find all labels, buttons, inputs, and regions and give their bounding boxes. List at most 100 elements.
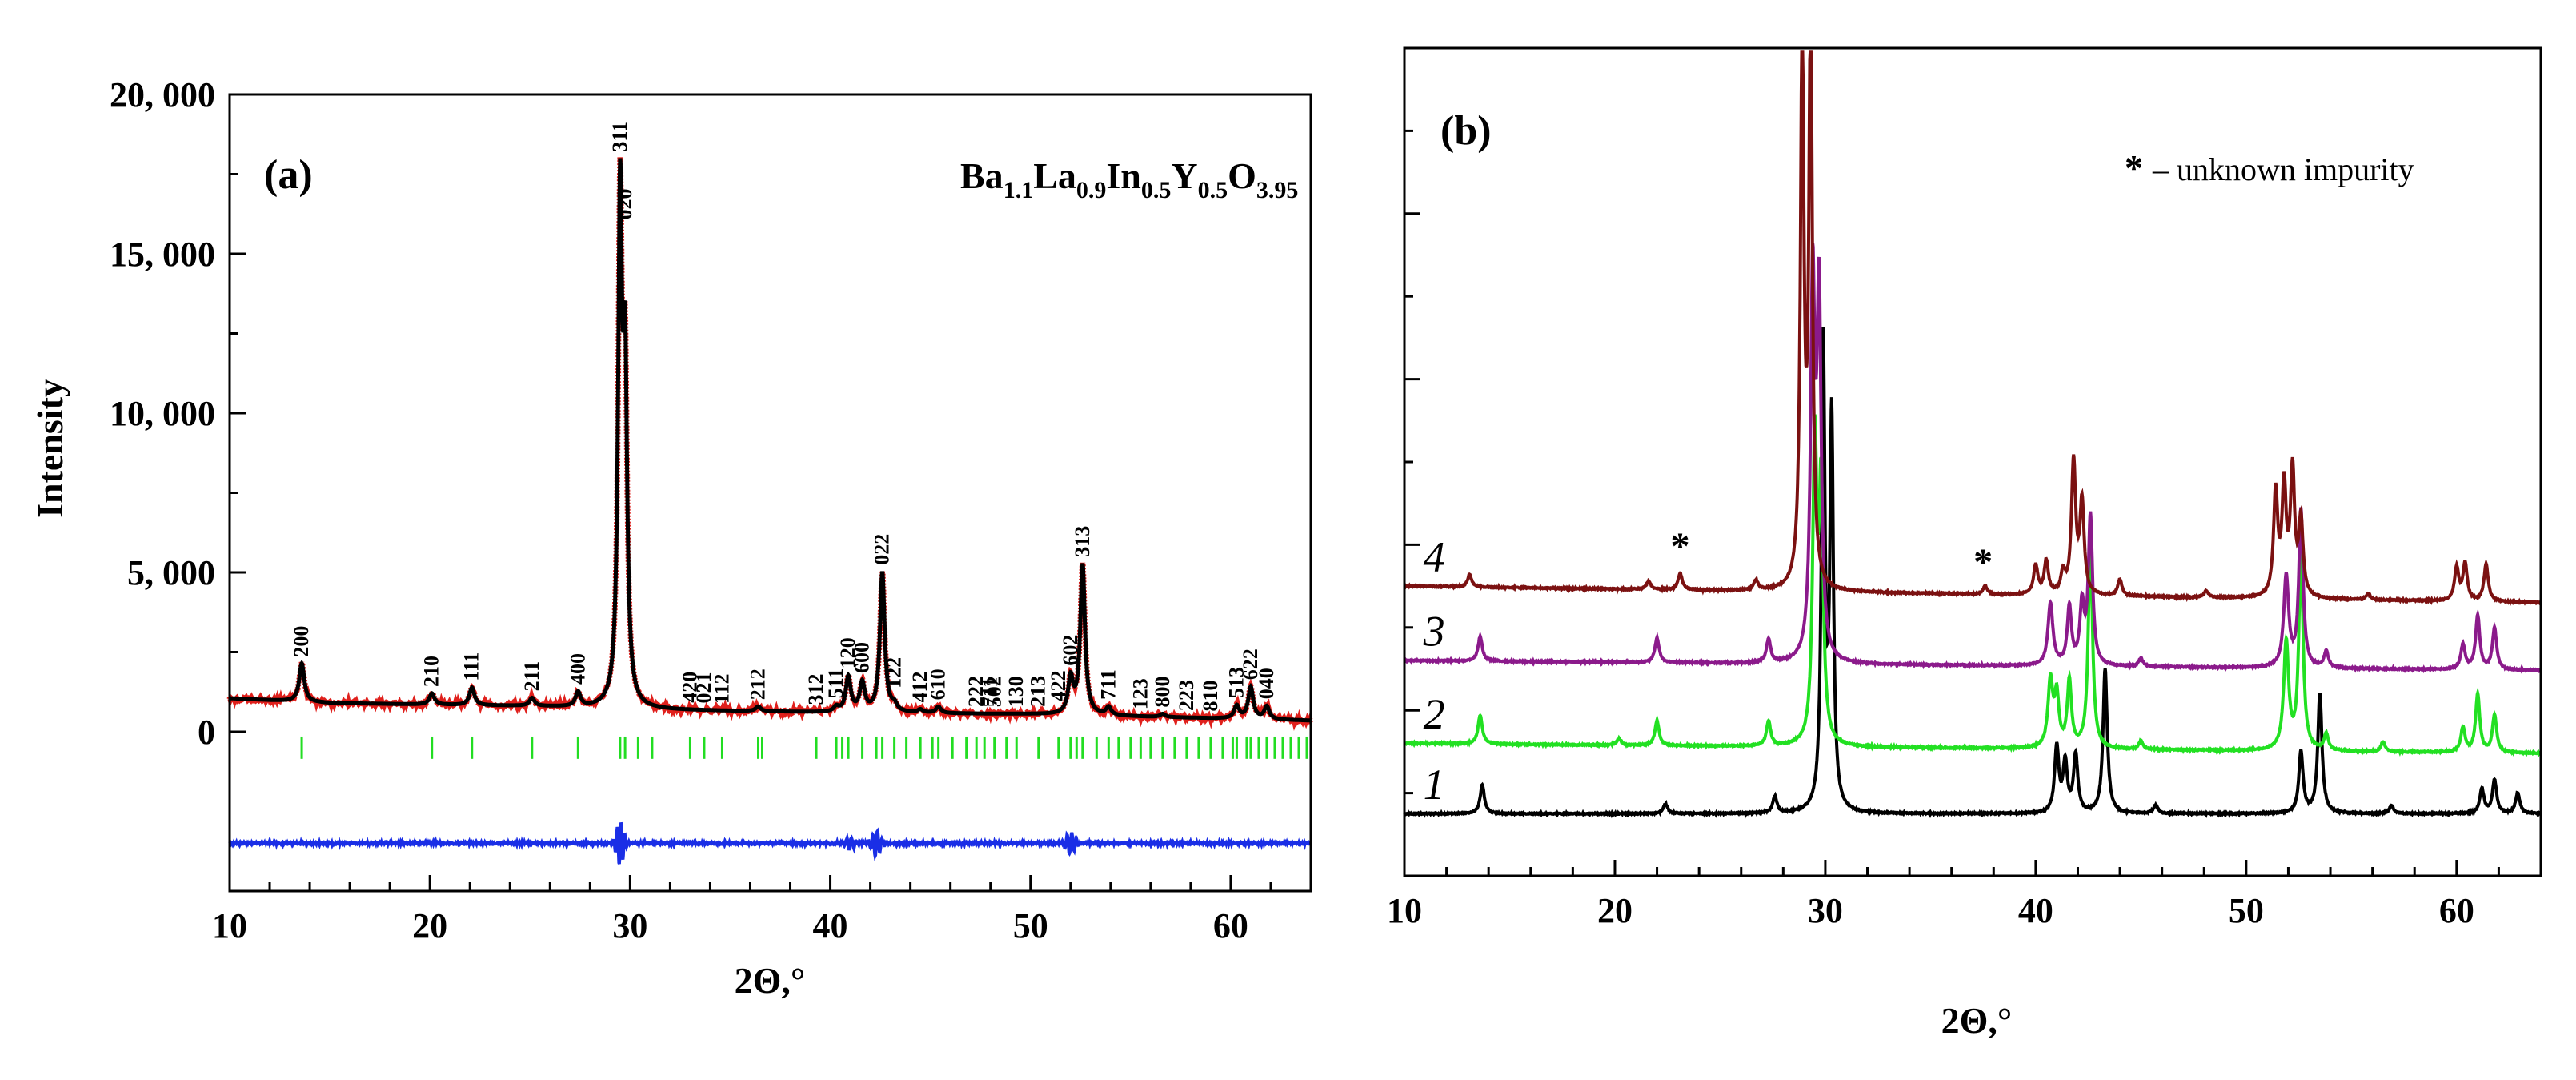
pattern-1 bbox=[1403, 327, 2542, 819]
y-axis-ticks-a: 0 5, 000 10, 000 15, 000 20, 000 bbox=[110, 75, 246, 752]
peak-label: 211 bbox=[520, 661, 543, 692]
x-tick-label: 30 bbox=[1808, 891, 1843, 930]
calculated-curve bbox=[230, 158, 1311, 723]
peak-label: 123 bbox=[1128, 678, 1152, 709]
peak-label: 022 bbox=[871, 534, 894, 565]
series-label: 2 bbox=[1424, 690, 1445, 738]
formula-subscript: 0.5 bbox=[1198, 177, 1228, 203]
impurity-star: * bbox=[1670, 525, 1689, 568]
peak-label: 200 bbox=[290, 626, 313, 657]
peak-label: 130 bbox=[1004, 676, 1028, 707]
impurity-star: * bbox=[1973, 541, 1993, 584]
x-tick-label: 10 bbox=[212, 906, 247, 946]
bragg-ticks bbox=[300, 736, 1308, 759]
peak-label: 212 bbox=[746, 668, 769, 700]
x-tick-label: 40 bbox=[2018, 891, 2053, 930]
peak-label: 600 bbox=[851, 642, 874, 673]
x-axis-label-a: 2Θ,° bbox=[735, 960, 806, 1001]
peak-label: 223 bbox=[1175, 680, 1198, 711]
peak-label: 422 bbox=[1047, 670, 1070, 701]
formula-subscript: 0.9 bbox=[1076, 177, 1107, 203]
formula-element: Y bbox=[1171, 155, 1197, 196]
panel-label-b: (b) bbox=[1440, 108, 1492, 154]
peak-label: 020 bbox=[613, 188, 636, 219]
series-label: 1 bbox=[1424, 761, 1445, 809]
x-tick-label: 60 bbox=[2439, 891, 2474, 930]
peak-label: 210 bbox=[420, 656, 443, 687]
x-tick-label: 20 bbox=[412, 906, 447, 946]
formula-element: In bbox=[1106, 155, 1140, 196]
observed-profile bbox=[226, 157, 1314, 732]
series-label: 4 bbox=[1424, 532, 1445, 580]
x-tick-label: 50 bbox=[2229, 891, 2264, 930]
panel-label-a: (a) bbox=[264, 152, 313, 198]
peak-label: 513 bbox=[1224, 667, 1248, 698]
peak-label: 420 bbox=[678, 672, 701, 703]
x-tick-label: 20 bbox=[1597, 891, 1633, 930]
impurity-annotation-text: – unknown impurity bbox=[2152, 151, 2414, 187]
peak-label: 112 bbox=[710, 674, 733, 705]
peak-label: 511 bbox=[824, 668, 847, 699]
x-tick-label: 50 bbox=[1013, 906, 1048, 946]
pattern-series bbox=[1403, 50, 2542, 819]
y-tick-label: 20, 000 bbox=[110, 75, 215, 114]
peak-label: 040 bbox=[1255, 668, 1278, 699]
peak-label: 711 bbox=[979, 677, 1002, 708]
formula-subscript: 3.95 bbox=[1256, 177, 1299, 203]
peak-label: 311 bbox=[608, 122, 631, 152]
peak-label: 800 bbox=[1151, 676, 1174, 707]
observed-curve bbox=[226, 157, 1314, 732]
impurity-annotation-star: * bbox=[2125, 147, 2143, 188]
peak-label: 122 bbox=[883, 657, 906, 689]
panel-a: 10 20 30 40 50 60 0 5, 000 10, 000 15, 000 20, 00… bbox=[30, 75, 1314, 1001]
y-axis-ticks-b bbox=[1404, 129, 1420, 795]
series-labels: 1 2 3 4 bbox=[1423, 532, 1445, 808]
x-tick-label: 30 bbox=[612, 906, 647, 946]
y-tick-label: 15, 000 bbox=[110, 235, 215, 274]
peak-label: 313 bbox=[1071, 526, 1094, 557]
peak-label: 120 bbox=[836, 637, 859, 668]
peak-label: 312 bbox=[804, 673, 827, 705]
pattern-3 bbox=[1404, 243, 2542, 675]
x-tick-label: 10 bbox=[1387, 891, 1422, 930]
formula-subscript: 0.5 bbox=[1141, 177, 1172, 203]
formula-element: La bbox=[1033, 155, 1076, 196]
impurity-markers: * * bbox=[1670, 525, 1993, 584]
pattern-4 bbox=[1403, 50, 2542, 607]
plot-frame-a bbox=[228, 93, 1312, 893]
y-tick-label: 10, 000 bbox=[110, 394, 215, 433]
difference-curve bbox=[228, 821, 1312, 865]
peak-label: 021 bbox=[692, 672, 715, 703]
difference-profile bbox=[228, 821, 1312, 865]
peak-label: 610 bbox=[927, 668, 950, 700]
x-tick-label: 40 bbox=[813, 906, 848, 946]
y-axis-label-a: Intensity bbox=[30, 379, 70, 518]
x-axis-ticks-b: 10 20 30 40 50 60 bbox=[1387, 860, 2542, 930]
calculated-profile bbox=[230, 158, 1311, 723]
series-label: 3 bbox=[1423, 608, 1445, 656]
y-tick-label: 5, 000 bbox=[127, 553, 215, 592]
y-tick-label: 0 bbox=[198, 713, 215, 752]
peak-label: 622 bbox=[1239, 648, 1262, 680]
peak-label: 412 bbox=[908, 671, 931, 702]
impurity-annotation: * – unknown impurity bbox=[2125, 147, 2414, 188]
peak-label: 711 bbox=[1096, 669, 1120, 700]
peak-label: 111 bbox=[460, 652, 483, 681]
peak-label: 213 bbox=[1027, 676, 1050, 707]
compound-formula: Ba1.1La0.9In0.5Y0.5O3.95 bbox=[960, 155, 1298, 203]
peak-label: 810 bbox=[1199, 681, 1222, 712]
pattern-2 bbox=[1403, 414, 2542, 758]
formula-subscript: 1.1 bbox=[1004, 177, 1034, 203]
x-axis-ticks-a: 10 20 30 40 50 60 bbox=[212, 875, 1312, 946]
formula-element: Ba bbox=[960, 155, 1004, 196]
formula-element: O bbox=[1228, 155, 1256, 196]
peak-label: 502 bbox=[983, 676, 1006, 707]
peak-label: 222 bbox=[964, 676, 988, 707]
x-tick-label: 60 bbox=[1213, 906, 1248, 946]
peak-label: 602 bbox=[1059, 635, 1082, 666]
x-axis-label-b: 2Θ,° bbox=[1941, 1000, 2013, 1041]
peak-label: 400 bbox=[566, 653, 589, 685]
